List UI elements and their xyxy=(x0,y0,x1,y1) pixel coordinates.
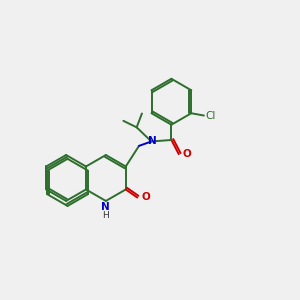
Text: N: N xyxy=(148,136,157,146)
Text: H: H xyxy=(103,211,109,220)
Text: N: N xyxy=(101,202,110,212)
Text: O: O xyxy=(182,149,191,159)
Text: O: O xyxy=(141,193,150,202)
Text: Cl: Cl xyxy=(206,110,216,121)
